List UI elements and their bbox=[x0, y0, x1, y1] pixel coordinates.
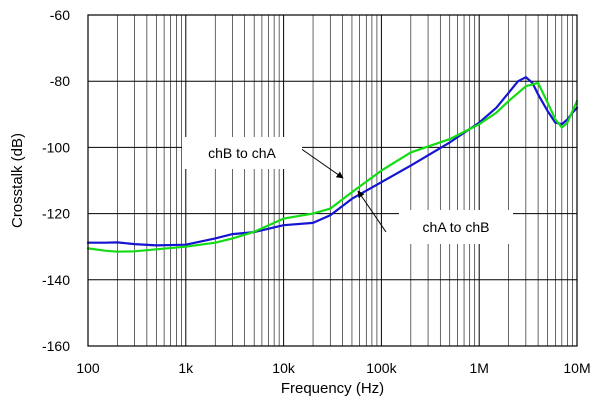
annotation-chb-to-cha: chB to chA bbox=[182, 137, 344, 179]
y-tick-label: -100 bbox=[42, 139, 70, 155]
y-tick-label: -60 bbox=[50, 7, 70, 23]
annotations: chB to chA chA to chB bbox=[182, 137, 513, 244]
x-tick-label: 100k bbox=[366, 360, 397, 376]
y-tick-label: -80 bbox=[50, 73, 70, 89]
annotation-label: chA to chB bbox=[423, 219, 490, 235]
x-axis-title: Frequency (Hz) bbox=[281, 380, 384, 397]
y-tick-label: -120 bbox=[42, 206, 70, 222]
annotation-box bbox=[399, 210, 513, 244]
x-tick-label: 1k bbox=[178, 360, 194, 376]
x-tick-label: 1M bbox=[469, 360, 488, 376]
x-tick-label: 10k bbox=[272, 360, 296, 376]
annotation-box bbox=[182, 137, 302, 169]
annotation-arrow bbox=[357, 190, 387, 233]
annotation-cha-to-chb: chA to chB bbox=[357, 190, 513, 244]
annotation-label: chB to chA bbox=[208, 145, 276, 161]
x-tick-label: 100 bbox=[76, 360, 100, 376]
series-line-chb-to-cha bbox=[86, 81, 579, 253]
y-tick-labels: -60 -80 -100 -120 -140 -160 bbox=[42, 7, 70, 354]
x-tick-labels: 100 1k 10k 100k 1M 10M bbox=[76, 360, 590, 376]
y-tick-label: -160 bbox=[42, 338, 70, 354]
plot-frame bbox=[87, 14, 578, 347]
series-layer bbox=[86, 76, 579, 253]
annotation-arrow bbox=[299, 147, 344, 179]
plot-background bbox=[88, 15, 577, 346]
y-tick-label: -140 bbox=[42, 272, 70, 288]
x-tick-label: 10M bbox=[563, 360, 590, 376]
series-line-cha-to-chb bbox=[86, 76, 579, 247]
y-axis-title: Crosstalk (dB) bbox=[9, 133, 26, 228]
